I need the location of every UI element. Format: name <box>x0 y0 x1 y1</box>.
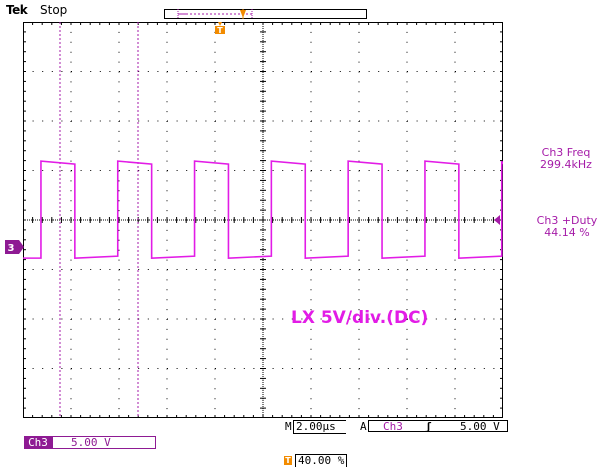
measurement-duty: Ch3 +Duty 44.14 % <box>522 215 612 239</box>
channel-scale-tag[interactable]: Ch3 <box>24 436 52 449</box>
trigger-slope-icon: ʃ <box>425 420 432 433</box>
measurement-value: 44.14 % <box>544 226 590 239</box>
trigger-position-marker: T <box>215 22 225 35</box>
trigger-position-value[interactable]: 40.00 % <box>295 454 348 467</box>
record-window <box>177 9 253 19</box>
channel-scale-value[interactable]: 5.00 V <box>52 436 156 449</box>
waveform-display: T LX 5V/div.(DC) <box>23 22 503 418</box>
trigger-label: A <box>360 420 367 433</box>
measurement-label: Ch3 Freq <box>541 146 591 159</box>
waveform-annotation: LX 5V/div.(DC) <box>291 308 428 328</box>
trigger-position-icon: T <box>284 456 292 465</box>
measurement-label: Ch3 +Duty <box>536 214 598 227</box>
cursor-lines <box>59 22 139 418</box>
timebase-trigger-readout: M 2.00µs A Ch3 ʃ 5.00 V <box>285 420 508 434</box>
measurement-frequency: Ch3 Freq 299.4kHz <box>526 147 606 171</box>
timebase-value[interactable]: 2.00µs <box>293 420 346 434</box>
ch3-trace <box>23 160 503 259</box>
ch3-ground-marker: 3 <box>5 240 24 254</box>
brand-logo: Tek <box>6 3 28 17</box>
svg-text:T: T <box>217 26 223 35</box>
measurement-value: 299.4kHz <box>540 158 592 171</box>
trigger-level-marker <box>494 215 500 225</box>
trigger-source[interactable]: Ch3 <box>368 420 508 433</box>
timebase-label: M <box>285 420 292 433</box>
record-length-bar <box>164 9 367 19</box>
acquisition-status: Stop <box>40 3 68 17</box>
trigger-level[interactable]: 5.00 V <box>460 420 500 433</box>
svg-text:3: 3 <box>8 243 15 254</box>
graticule <box>23 22 503 418</box>
